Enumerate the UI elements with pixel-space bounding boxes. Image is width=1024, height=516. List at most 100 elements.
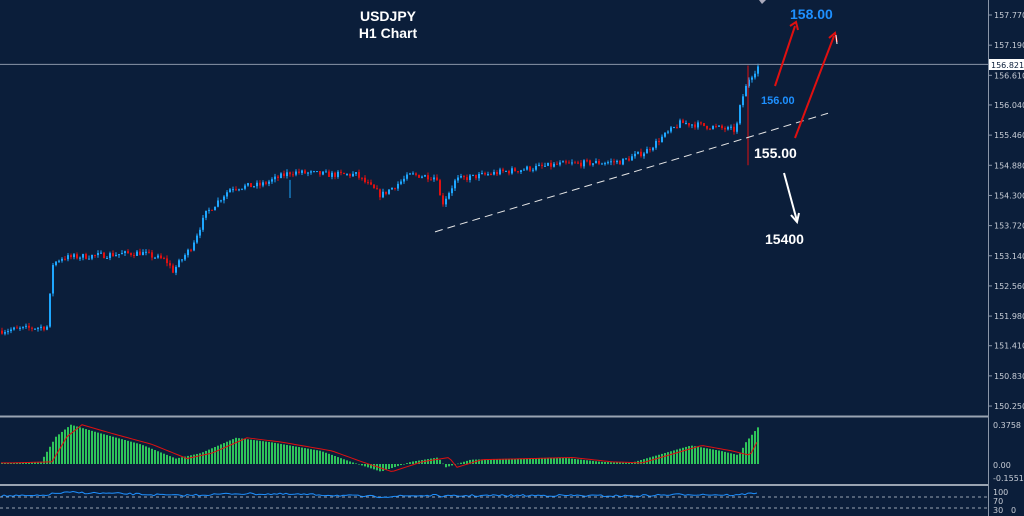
candle-body [127,251,129,254]
candle-body [304,170,306,174]
macd-bar [271,442,273,464]
macd-bar [130,441,132,464]
candle-body [301,170,303,173]
macd-bar [448,464,450,467]
candle-body [82,254,84,258]
candle-body [49,293,51,327]
candle-body [694,124,696,128]
candle-body [754,73,756,78]
candle-body [1,330,3,334]
macd-bar [706,448,708,464]
candle-body [85,254,87,259]
macd-bar [724,451,726,464]
macd-bar [658,454,660,464]
macd-bar [481,459,483,464]
macd-bar [52,441,54,464]
candle-body [274,176,276,180]
macd-bar [112,436,114,464]
macd-bar [142,445,144,464]
macd-bar [55,436,57,464]
rsi-tick: 0 [1011,506,1016,515]
macd-bar [679,448,681,464]
macd-bar [277,443,279,464]
macd-bar [598,461,600,464]
macd-bar [280,443,282,464]
candle-body [421,176,423,178]
macd-bar [322,451,324,464]
macd-bar [721,451,723,464]
macd-bar [550,457,552,464]
macd-bar [409,462,411,464]
candle-body [250,183,252,188]
macd-bar [49,446,51,464]
candle-body [553,163,555,167]
rsi-tick: 70 [993,497,1003,506]
macd-bar [511,458,513,464]
macd-bar [613,462,615,464]
macd-bar [490,459,492,464]
candle-body [70,255,72,258]
candle-body [406,174,408,179]
candle-body [244,185,246,189]
candle-body [187,249,189,256]
macd-bar [388,464,390,470]
macd-signal-line [1,424,758,472]
macd-bar [628,462,630,464]
macd-bar [154,450,156,464]
candle-body [31,327,33,329]
candle-body [439,180,441,196]
macd-bar [517,458,519,464]
macd-bar [157,451,159,464]
macd-bar [532,458,534,464]
candle-body [103,252,105,259]
macd-bar [709,448,711,464]
macd-bar [166,454,168,464]
macd-bar [439,459,441,464]
candle-body [487,174,489,176]
candle-body [481,173,483,175]
candle-body [541,164,543,166]
candle-body [55,261,57,266]
candle-body [307,172,309,174]
candle-body [172,265,174,273]
macd-bar [73,425,75,464]
macd-bar [691,445,693,464]
macd-bar [460,462,462,464]
macd-bar [358,464,360,465]
macd-bar [442,463,444,465]
macd-bar [664,453,666,464]
macd-bar [556,457,558,464]
macd-bar [607,462,609,464]
candle-body [571,162,573,164]
candle-body [40,326,42,328]
macd-bar [220,444,222,464]
candle-body [343,172,345,175]
rsi-panel [0,491,988,509]
macd-bar [478,459,480,464]
candle-body [484,173,486,175]
candle-body [673,127,675,129]
macd-bar [751,434,753,464]
y-tick-label: 154.880 [994,161,1024,170]
candle-body [469,175,471,181]
candle-body [151,252,153,258]
candle-body [604,163,606,165]
macd-bar [298,447,300,464]
candle-body [367,182,369,184]
candle-body [271,179,273,182]
macd-bar [295,446,297,464]
macd-bar [538,458,540,464]
macd-bar [85,429,87,464]
candle-body [718,125,720,127]
macd-bar [586,460,588,464]
candle-body [715,126,717,128]
candle-body [625,158,627,160]
macd-bar [499,459,501,464]
macd-bar [64,429,66,464]
macd-bar [619,462,621,464]
candle-body [517,171,519,173]
macd-bar [520,458,522,464]
candle-body [148,251,150,253]
candle-body [133,255,135,257]
trendline [434,112,829,233]
